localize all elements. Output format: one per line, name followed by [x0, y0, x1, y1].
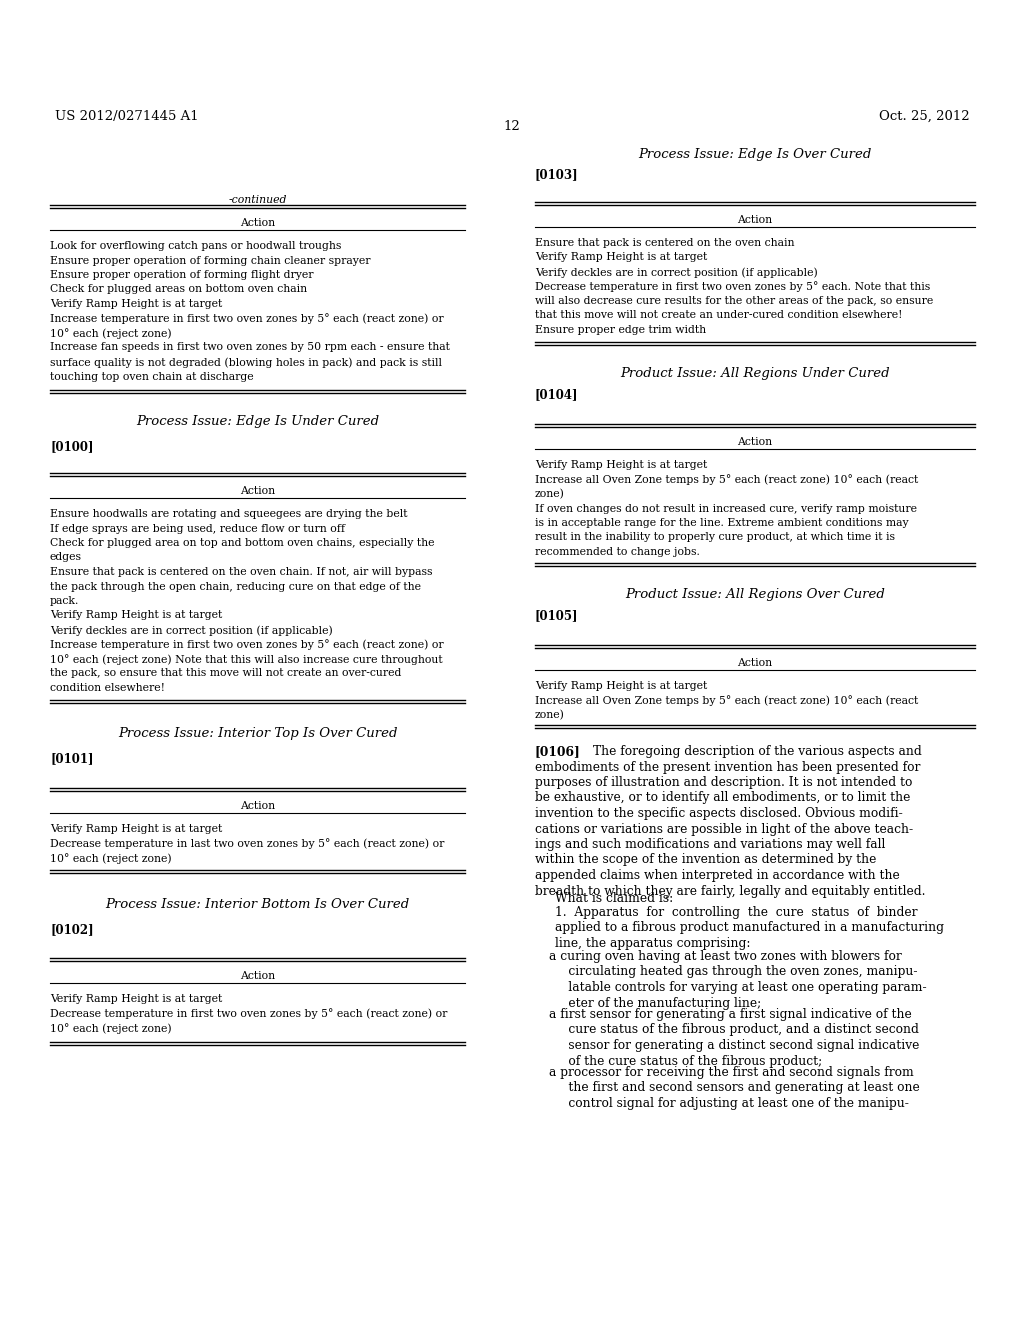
Text: [0101]: [0101]: [50, 752, 93, 766]
Text: zone): zone): [535, 488, 565, 499]
Text: Increase temperature in first two oven zones by 5° each (react zone) or: Increase temperature in first two oven z…: [50, 314, 443, 325]
Text: a curing oven having at least two zones with blowers for: a curing oven having at least two zones …: [549, 950, 902, 964]
Text: that this move will not create an under-cured condition elsewhere!: that this move will not create an under-…: [535, 310, 902, 321]
Text: 10° each (reject zone): 10° each (reject zone): [50, 853, 172, 863]
Text: touching top oven chain at discharge: touching top oven chain at discharge: [50, 371, 254, 381]
Text: Action: Action: [737, 657, 772, 668]
Text: recommended to change jobs.: recommended to change jobs.: [535, 546, 699, 557]
Text: Decrease temperature in first two oven zones by 5° each (react zone) or: Decrease temperature in first two oven z…: [50, 1008, 447, 1019]
Text: Process Issue: Interior Bottom Is Over Cured: Process Issue: Interior Bottom Is Over C…: [105, 898, 410, 911]
Text: Product Issue: All Regions Under Cured: Product Issue: All Regions Under Cured: [621, 367, 890, 380]
Text: Decrease temperature in first two oven zones by 5° each. Note that this: Decrease temperature in first two oven z…: [535, 281, 930, 292]
Text: Action: Action: [737, 215, 772, 224]
Text: ings and such modifications and variations may well fall: ings and such modifications and variatio…: [535, 838, 886, 851]
Text: will also decrease cure results for the other areas of the pack, so ensure: will also decrease cure results for the …: [535, 296, 933, 306]
Text: pack.: pack.: [50, 597, 80, 606]
Text: 1.  Apparatus  for  controlling  the  cure  status  of  binder: 1. Apparatus for controlling the cure st…: [555, 906, 918, 919]
Text: invention to the specific aspects disclosed. Obvious modifi-: invention to the specific aspects disclo…: [535, 807, 903, 820]
Text: Verify Ramp Height is at target: Verify Ramp Height is at target: [50, 994, 222, 1005]
Text: Verify Ramp Height is at target: Verify Ramp Height is at target: [535, 252, 708, 263]
Text: Ensure proper edge trim width: Ensure proper edge trim width: [535, 325, 707, 335]
Text: Increase all Oven Zone temps by 5° each (react zone) 10° each (react: Increase all Oven Zone temps by 5° each …: [535, 696, 919, 706]
Text: result in the inability to properly cure product, at which time it is: result in the inability to properly cure…: [535, 532, 895, 543]
Text: is in acceptable range for the line. Extreme ambient conditions may: is in acceptable range for the line. Ext…: [535, 517, 908, 528]
Text: breadth to which they are fairly, legally and equitably entitled.: breadth to which they are fairly, legall…: [535, 884, 926, 898]
Text: sensor for generating a distinct second signal indicative: sensor for generating a distinct second …: [549, 1039, 920, 1052]
Text: a first sensor for generating a first signal indicative of the: a first sensor for generating a first si…: [549, 1008, 911, 1020]
Text: 10° each (reject zone): 10° each (reject zone): [50, 1023, 172, 1034]
Text: 10° each (reject zone) Note that this will also increase cure throughout: 10° each (reject zone) Note that this wi…: [50, 653, 442, 665]
Text: Check for plugged area on top and bottom oven chains, especially the: Check for plugged area on top and bottom…: [50, 539, 434, 548]
Text: Verify Ramp Height is at target: Verify Ramp Height is at target: [50, 300, 222, 309]
Text: condition elsewhere!: condition elsewhere!: [50, 682, 165, 693]
Text: [0105]: [0105]: [535, 609, 579, 622]
Text: Verify deckles are in correct position (if applicable): Verify deckles are in correct position (…: [535, 267, 818, 277]
Text: control signal for adjusting at least one of the manipu-: control signal for adjusting at least on…: [549, 1097, 909, 1110]
Text: [0100]: [0100]: [50, 440, 93, 453]
Text: Increase temperature in first two oven zones by 5° each (react zone) or: Increase temperature in first two oven z…: [50, 639, 443, 651]
Text: Product Issue: All Regions Over Cured: Product Issue: All Regions Over Cured: [625, 587, 885, 601]
Text: [0106]: [0106]: [535, 744, 581, 758]
Text: Oct. 25, 2012: Oct. 25, 2012: [880, 110, 970, 123]
Text: Increase fan speeds in first two oven zones by 50 rpm each - ensure that: Increase fan speeds in first two oven zo…: [50, 342, 450, 352]
Text: Verify Ramp Height is at target: Verify Ramp Height is at target: [535, 681, 708, 690]
Text: cations or variations are possible in light of the above teach-: cations or variations are possible in li…: [535, 822, 913, 836]
Text: Process Issue: Edge Is Under Cured: Process Issue: Edge Is Under Cured: [136, 414, 379, 428]
Text: Action: Action: [240, 972, 275, 981]
Text: If edge sprays are being used, reduce flow or turn off: If edge sprays are being used, reduce fl…: [50, 524, 345, 533]
Text: Action: Action: [737, 437, 772, 447]
Text: latable controls for varying at least one operating param-: latable controls for varying at least on…: [549, 981, 927, 994]
Text: Action: Action: [240, 218, 275, 228]
Text: cure status of the fibrous product, and a distinct second: cure status of the fibrous product, and …: [549, 1023, 919, 1036]
Text: Verify Ramp Height is at target: Verify Ramp Height is at target: [50, 824, 222, 834]
Text: 10° each (reject zone): 10° each (reject zone): [50, 327, 172, 339]
Text: Verify Ramp Height is at target: Verify Ramp Height is at target: [535, 459, 708, 470]
Text: the first and second sensors and generating at least one: the first and second sensors and generat…: [549, 1081, 920, 1094]
Text: Ensure hoodwalls are rotating and squeegees are drying the belt: Ensure hoodwalls are rotating and squeeg…: [50, 510, 408, 519]
Text: purposes of illustration and description. It is not intended to: purposes of illustration and description…: [535, 776, 912, 789]
Text: 12: 12: [504, 120, 520, 133]
Text: [0104]: [0104]: [535, 388, 579, 401]
Text: be exhaustive, or to identify all embodiments, or to limit the: be exhaustive, or to identify all embodi…: [535, 792, 910, 804]
Text: zone): zone): [535, 710, 565, 721]
Text: of the cure status of the fibrous product;: of the cure status of the fibrous produc…: [549, 1055, 822, 1068]
Text: Action: Action: [240, 801, 275, 810]
Text: surface quality is not degraded (blowing holes in pack) and pack is still: surface quality is not degraded (blowing…: [50, 356, 442, 367]
Text: Ensure proper operation of forming flight dryer: Ensure proper operation of forming fligh…: [50, 271, 313, 280]
Text: Check for plugged areas on bottom oven chain: Check for plugged areas on bottom oven c…: [50, 285, 307, 294]
Text: US 2012/0271445 A1: US 2012/0271445 A1: [55, 110, 199, 123]
Text: Ensure that pack is centered on the oven chain: Ensure that pack is centered on the oven…: [535, 238, 795, 248]
Text: Process Issue: Edge Is Over Cured: Process Issue: Edge Is Over Cured: [638, 148, 871, 161]
Text: Action: Action: [240, 486, 275, 496]
Text: Ensure that pack is centered on the oven chain. If not, air will bypass: Ensure that pack is centered on the oven…: [50, 568, 432, 577]
Text: the pack through the open chain, reducing cure on that edge of the: the pack through the open chain, reducin…: [50, 582, 421, 591]
Text: Increase all Oven Zone temps by 5° each (react zone) 10° each (react: Increase all Oven Zone temps by 5° each …: [535, 474, 919, 486]
Text: Decrease temperature in last two oven zones by 5° each (react zone) or: Decrease temperature in last two oven zo…: [50, 838, 444, 849]
Text: What is claimed is:: What is claimed is:: [555, 892, 673, 906]
Text: Look for overflowing catch pans or hoodwall troughs: Look for overflowing catch pans or hoodw…: [50, 242, 341, 251]
Text: [0103]: [0103]: [535, 168, 579, 181]
Text: Ensure proper operation of forming chain cleaner sprayer: Ensure proper operation of forming chain…: [50, 256, 371, 265]
Text: the pack, so ensure that this move will not create an over-cured: the pack, so ensure that this move will …: [50, 668, 401, 678]
Text: Process Issue: Interior Top Is Over Cured: Process Issue: Interior Top Is Over Cure…: [118, 727, 397, 741]
Text: applied to a fibrous product manufactured in a manufacturing: applied to a fibrous product manufacture…: [555, 921, 944, 935]
Text: edges: edges: [50, 553, 82, 562]
Text: The foregoing description of the various aspects and: The foregoing description of the various…: [593, 744, 922, 758]
Text: line, the apparatus comprising:: line, the apparatus comprising:: [555, 937, 751, 950]
Text: within the scope of the invention as determined by the: within the scope of the invention as det…: [535, 854, 877, 866]
Text: Verify deckles are in correct position (if applicable): Verify deckles are in correct position (…: [50, 624, 333, 635]
Text: [0102]: [0102]: [50, 923, 93, 936]
Text: eter of the manufacturing line;: eter of the manufacturing line;: [549, 997, 761, 1010]
Text: a processor for receiving the first and second signals from: a processor for receiving the first and …: [549, 1067, 913, 1078]
Text: -continued: -continued: [228, 195, 287, 205]
Text: If oven changes do not result in increased cure, verify ramp moisture: If oven changes do not result in increas…: [535, 503, 918, 513]
Text: circulating heated gas through the oven zones, manipu-: circulating heated gas through the oven …: [549, 965, 918, 978]
Text: embodiments of the present invention has been presented for: embodiments of the present invention has…: [535, 760, 921, 774]
Text: appended claims when interpreted in accordance with the: appended claims when interpreted in acco…: [535, 869, 900, 882]
Text: Verify Ramp Height is at target: Verify Ramp Height is at target: [50, 610, 222, 620]
